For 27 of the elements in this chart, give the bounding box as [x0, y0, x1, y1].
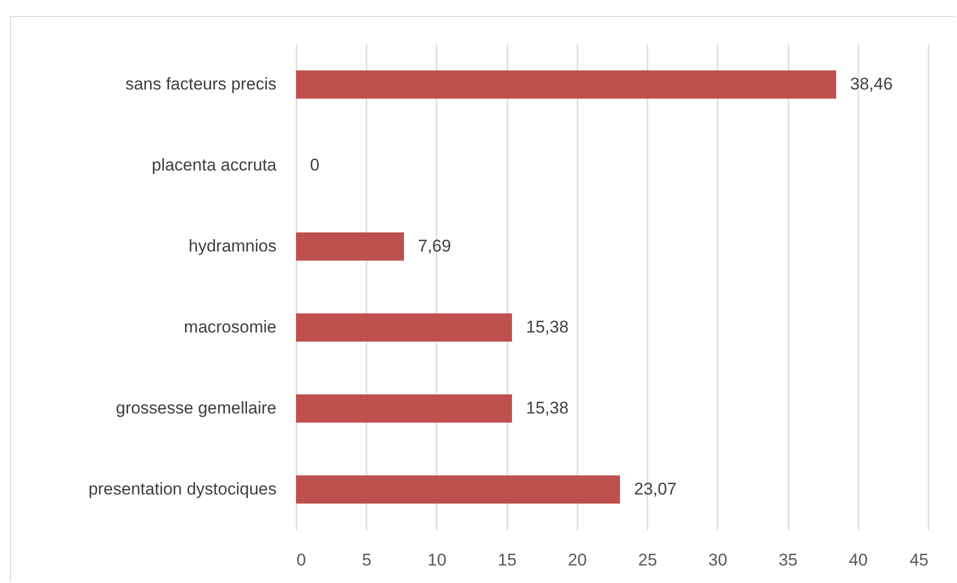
x-tick-label: 40 [848, 550, 868, 570]
y-tick-label: macrosomie [184, 318, 276, 336]
data-label: 15,38 [526, 398, 569, 418]
x-tick-label: 0 [296, 550, 306, 570]
x-tick-label: 20 [568, 550, 587, 570]
x-tick-label: 10 [427, 550, 446, 570]
bar [296, 70, 836, 99]
y-tick-label: sans facteurs precis [125, 74, 276, 94]
data-label: 15,38 [526, 318, 569, 336]
x-tick-label: 25 [638, 550, 658, 570]
data-label: 38,46 [850, 74, 893, 94]
bar [296, 394, 512, 423]
data-label: 7,69 [418, 236, 452, 256]
bar [296, 475, 620, 504]
y-tick-label: hydramnios [188, 236, 276, 256]
y-tick-label: grossesse gemellaire [116, 398, 276, 418]
x-tick-label: 5 [362, 550, 372, 570]
x-tick-label: 45 [910, 550, 928, 570]
y-tick-label: presentation dystociques [88, 480, 276, 498]
data-label: 23,07 [634, 480, 677, 498]
x-tick-label: 35 [778, 550, 798, 570]
x-tick-label: 15 [498, 550, 517, 570]
bar [296, 313, 512, 342]
y-tick-label: placenta accruta [152, 156, 278, 174]
x-tick-label: 30 [708, 550, 728, 570]
data-label: 0 [310, 156, 320, 174]
bar [296, 232, 404, 261]
